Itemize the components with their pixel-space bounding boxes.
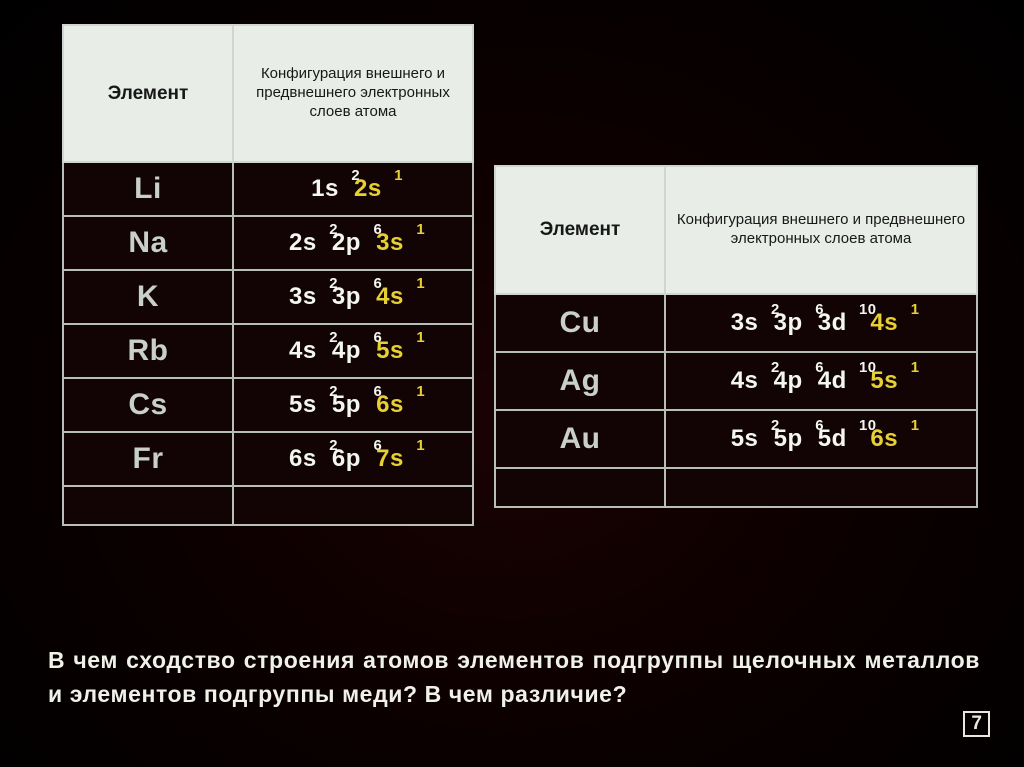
electron-config: 3s23p64s1 [233,270,473,324]
table-blank-row [63,486,473,525]
electron-config: 6s26p67s1 [233,432,473,486]
table-row: Rb4s24p65s1 [63,324,473,378]
electron-config: 1s22s1 [233,162,473,216]
header-config: Конфигурация внешнего и предвнешнего эле… [665,166,977,294]
electron-config: 5s25p65d106s1 [665,410,977,468]
page-number: 7 [963,711,990,737]
copper-group-table-inner: ЭлементКонфигурация внешнего и предвнешн… [494,165,978,508]
element-symbol: Cs [63,378,233,432]
element-symbol: Li [63,162,233,216]
header-element: Элемент [495,166,665,294]
copper-group-table: ЭлементКонфигурация внешнего и предвнешн… [494,165,978,508]
table-row: Cs5s25p66s1 [63,378,473,432]
element-symbol: K [63,270,233,324]
element-symbol: Au [495,410,665,468]
table-row: Au5s25p65d106s1 [495,410,977,468]
alkali-metals-table-inner: ЭлементКонфигурация внешнего и предвнешн… [62,24,474,526]
table-row: Na2s22p63s1 [63,216,473,270]
table-row: Ag4s24p64d105s1 [495,352,977,410]
element-symbol: Cu [495,294,665,352]
table-row: Fr6s26p67s1 [63,432,473,486]
table-blank-row [495,468,977,507]
electron-config: 2s22p63s1 [233,216,473,270]
question-text: В чем сходство строения атомов элементов… [48,644,980,711]
header-element: Элемент [63,25,233,162]
electron-config: 4s24p64d105s1 [665,352,977,410]
element-symbol: Na [63,216,233,270]
header-config: Конфигурация внешнего и предвнешнего эле… [233,25,473,162]
table-row: Cu3s23p63d104s1 [495,294,977,352]
element-symbol: Ag [495,352,665,410]
electron-config: 3s23p63d104s1 [665,294,977,352]
element-symbol: Rb [63,324,233,378]
alkali-metals-table: ЭлементКонфигурация внешнего и предвнешн… [62,24,474,526]
element-symbol: Fr [63,432,233,486]
table-row: K3s23p64s1 [63,270,473,324]
electron-config: 4s24p65s1 [233,324,473,378]
electron-config: 5s25p66s1 [233,378,473,432]
table-row: Li1s22s1 [63,162,473,216]
